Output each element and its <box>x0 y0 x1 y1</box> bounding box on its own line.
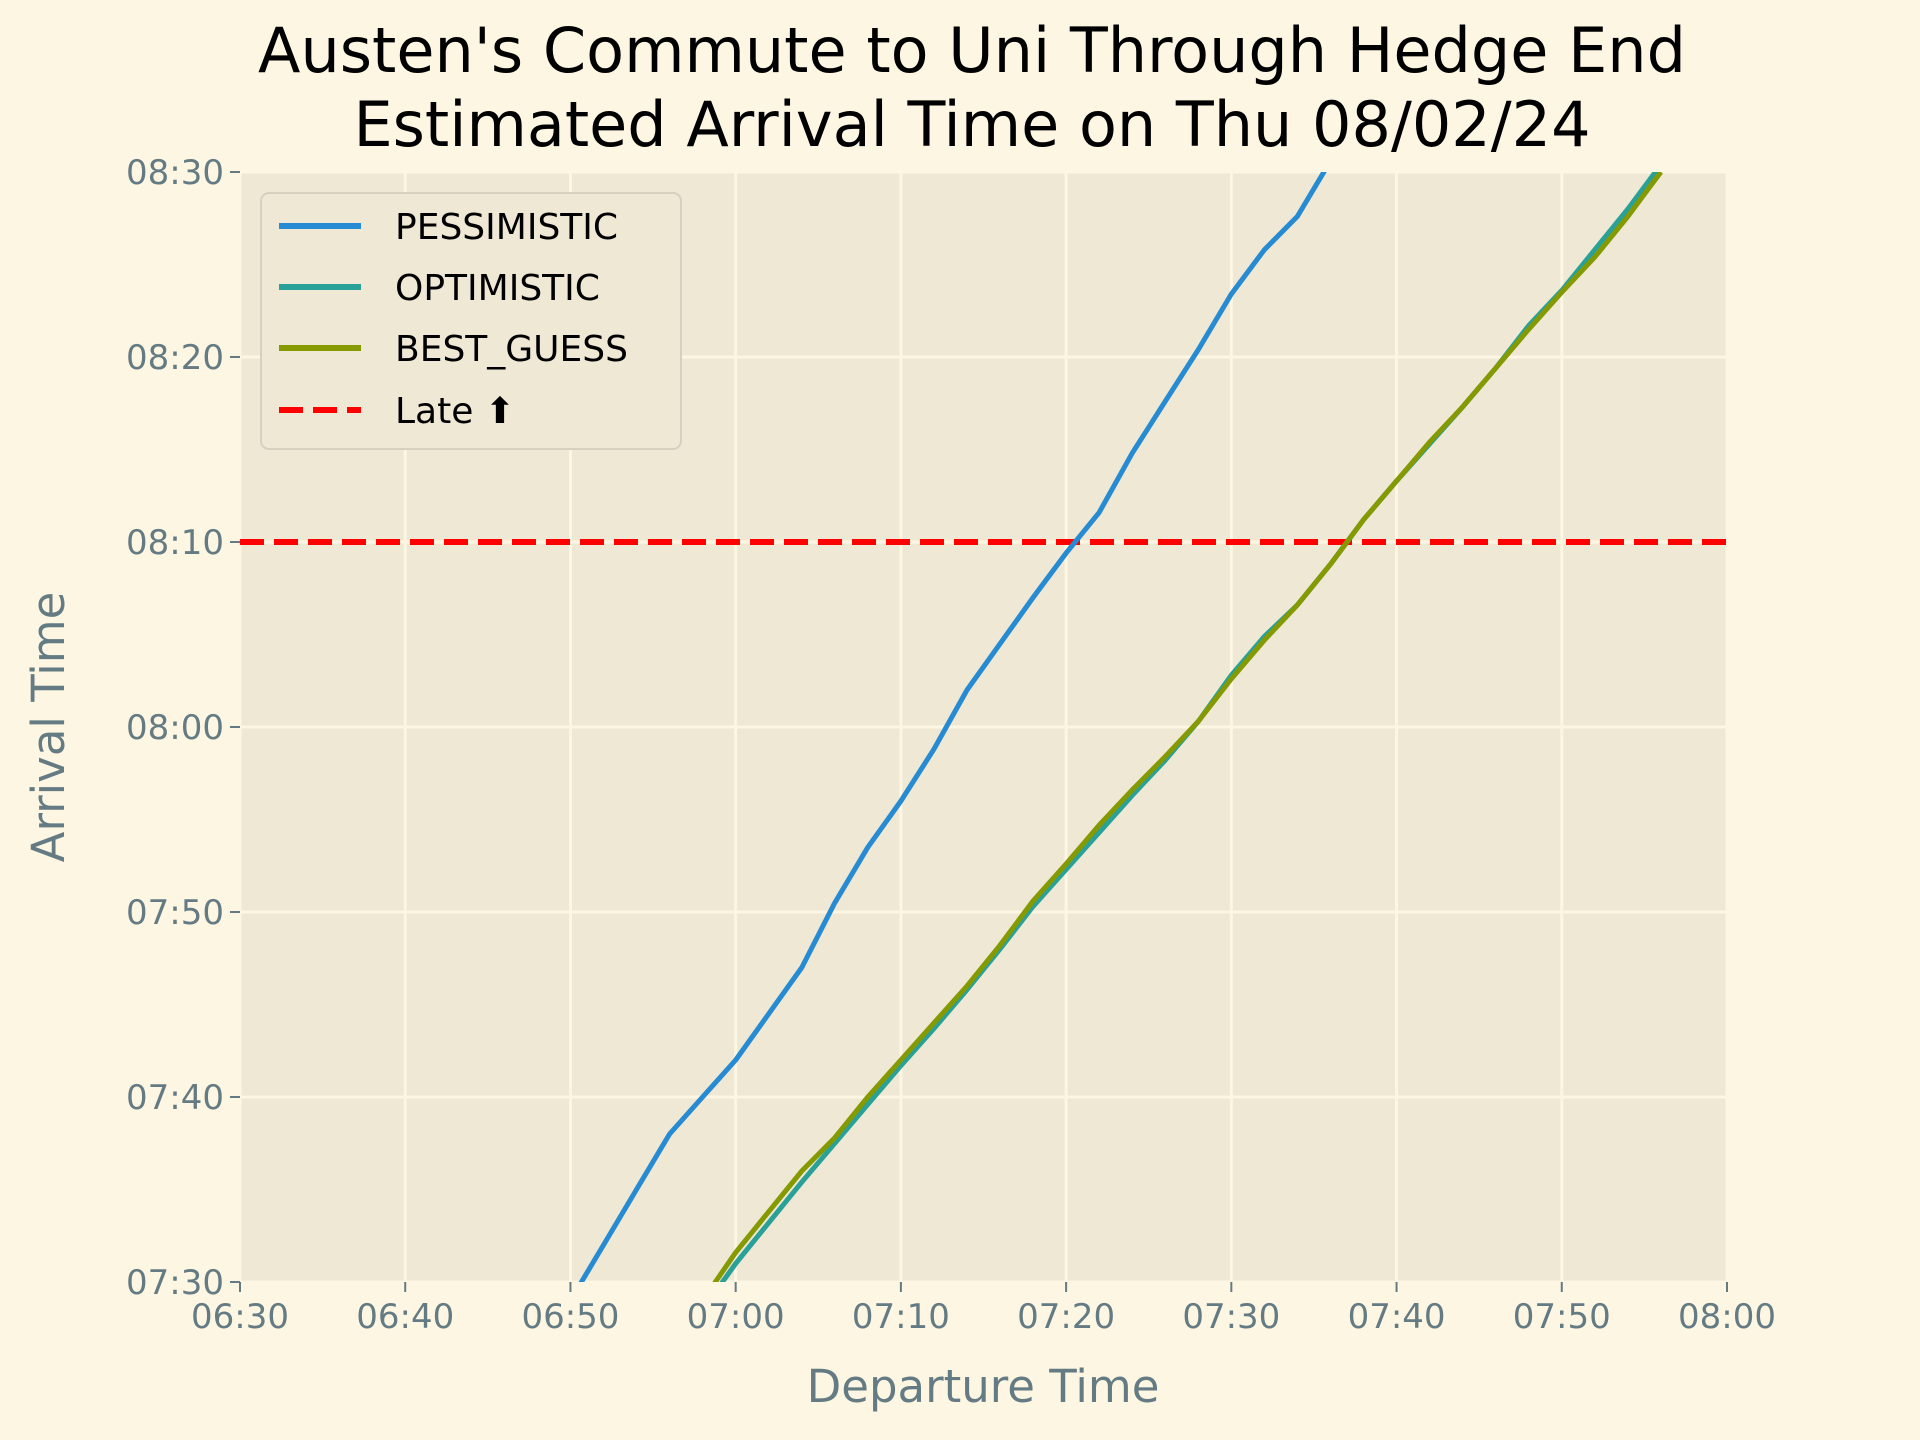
y-tick-labels: 07:30 07:40 07:50 08:00 08:10 08:20 08:30 <box>126 153 224 1303</box>
y-tick-label-08-10: 08:10 <box>126 523 224 563</box>
chart-title-line1: Austen's Commute to Uni Through Hedge En… <box>258 14 1686 87</box>
grid <box>238 170 1729 1284</box>
axes <box>230 171 1728 1292</box>
legend-label-pessimistic: PESSIMISTIC <box>395 207 618 248</box>
y-tick-label-07-30: 07:30 <box>126 1263 224 1303</box>
x-tick-label-06-40: 06:40 <box>356 1297 454 1337</box>
x-tick-label-07-50: 07:50 <box>1513 1297 1611 1337</box>
x-tick-label-07-20: 07:20 <box>1017 1297 1115 1337</box>
x-tick-label-07-10: 07:10 <box>852 1297 950 1337</box>
x-tick-label-07-30: 07:30 <box>1182 1297 1280 1337</box>
x-tick-labels: 06:30 06:40 06:50 07:00 07:10 07:20 07:30 07:40… <box>191 1297 1776 1337</box>
x-tick-label-08-00: 08:00 <box>1678 1297 1776 1337</box>
y-tick-label-07-40: 07:40 <box>126 1078 224 1118</box>
chart-title-line2: Estimated Arrival Time on Thu 08/02/24 <box>353 88 1590 161</box>
x-tick-label-07-40: 07:40 <box>1348 1297 1446 1337</box>
series-line-best-guess <box>712 172 1663 1282</box>
legend-label-optimistic: OPTIMISTIC <box>395 268 600 309</box>
y-tick-label-07-50: 07:50 <box>126 893 224 933</box>
y-tick-label-08-00: 08:00 <box>126 708 224 748</box>
series-line-pessimistic <box>578 172 1327 1282</box>
legend: PESSIMISTIC OPTIMISTIC BEST_GUESS Late ⬆ <box>260 192 682 450</box>
x-axis-label: Departure Time <box>807 1360 1160 1413</box>
legend-label-best-guess: BEST_GUESS <box>395 329 628 370</box>
series-lines <box>578 172 1663 1282</box>
legend-label-late: Late ⬆ <box>395 391 515 432</box>
y-tick-label-08-30: 08:30 <box>126 153 224 193</box>
y-tick-label-08-20: 08:20 <box>126 338 224 378</box>
legend-box <box>260 192 682 450</box>
x-tick-label-06-50: 06:50 <box>521 1297 619 1337</box>
y-axis-label: Arrival Time <box>22 592 75 863</box>
x-tick-label-07-00: 07:00 <box>687 1297 785 1337</box>
x-tick-label-06-30: 06:30 <box>191 1297 289 1337</box>
